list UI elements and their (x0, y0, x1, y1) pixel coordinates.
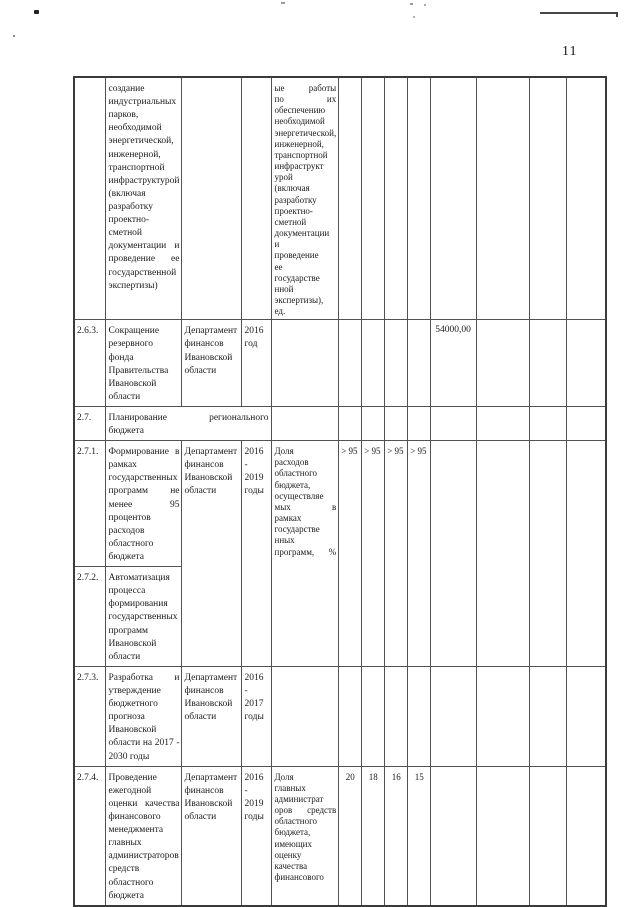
empty-cell (338, 319, 363, 407)
period-cell: 2016 год (240, 319, 272, 407)
empty-cell (529, 665, 568, 767)
empty-cell (361, 665, 386, 767)
page-number: 11 (562, 44, 578, 59)
measures-table: создание индустриальных парков, необходи… (73, 76, 607, 907)
value-2018-cell: 16 (384, 765, 409, 907)
activity-cell: Сокращение резервного фонда Правительств… (104, 319, 182, 407)
row-number-cell: 2.7.3. (73, 665, 106, 767)
amount-cell: 54000,00 (430, 319, 478, 407)
row-number-cell (73, 76, 106, 321)
table-row-2-7: 2.7. Планирование регионального бюджета (73, 405, 607, 442)
scan-speck (13, 35, 15, 37)
empty-cell (384, 665, 409, 767)
empty-cell (338, 76, 363, 321)
empty-cell (529, 76, 568, 321)
value-2019-cell: > 95 (407, 440, 432, 667)
empty-cell (407, 405, 432, 442)
value-2017-cell: 18 (361, 765, 386, 907)
table-row-2-7-3: 2.7.3. Разработка и утверждение бюджетно… (73, 665, 607, 767)
table-row-2-6-3: 2.6.3. Сокращение резервного фонда Прави… (73, 319, 607, 407)
row-number-cell: 2.6.3. (73, 319, 106, 407)
empty-cell (566, 319, 607, 407)
empty-cell (240, 76, 272, 321)
scan-line-artifact (616, 12, 618, 17)
empty-cell (407, 665, 432, 767)
empty-cell (407, 319, 432, 407)
empty-cell (529, 319, 568, 407)
empty-cell (566, 405, 607, 442)
table-row-2-7-2: 2.7.2. Автоматизация процесса формирован… (73, 566, 606, 667)
section-title-cell: Планирование регионального бюджета (104, 405, 272, 442)
row-number-cell: 2.7.1. (73, 440, 106, 568)
table-row-2-7-4: 2.7.4. Проведение ежегодной оценки качес… (73, 765, 607, 907)
empty-cell (566, 765, 607, 907)
row-number-cell: 2.7. (73, 405, 106, 442)
empty-cell (361, 319, 386, 407)
period-cell: 2016 - 2019 годы (240, 440, 272, 667)
scan-speck (34, 10, 39, 14)
activity-cell: Проведение ежегодной оценки качества фин… (104, 765, 182, 907)
empty-cell (430, 665, 478, 767)
empty-cell (566, 76, 607, 321)
empty-cell (180, 76, 242, 321)
indicator-cell: Доля главных администрат оров средств об… (270, 765, 340, 907)
empty-cell (430, 765, 478, 907)
activity-cell: Автоматизация процесса формирования госу… (104, 566, 182, 667)
empty-cell (430, 440, 478, 667)
empty-cell (384, 405, 409, 442)
scan-speck (413, 16, 415, 18)
empty-cell (476, 76, 531, 321)
scan-speck (281, 2, 285, 4)
empty-cell (270, 665, 340, 767)
activity-cell: создание индустриальных парков, необходи… (104, 76, 182, 321)
empty-cell (476, 440, 531, 667)
executor-cell: Департамент финансов Ивановской области (180, 665, 242, 767)
empty-cell (430, 76, 478, 321)
activity-cell: Формирование в рамках государственных пр… (104, 440, 182, 568)
value-2016-cell: 20 (338, 765, 363, 907)
indicator-cell: Доля расходов областного бюджета, осущес… (270, 440, 340, 667)
row-number-cell: 2.7.2. (73, 566, 106, 667)
empty-cell (529, 765, 568, 907)
table-row-continuation: создание индустриальных парков, необходи… (73, 76, 607, 321)
executor-cell: Департамент финансов Ивановской области (180, 319, 242, 407)
empty-cell (384, 319, 409, 407)
activity-cell: Разработка и утверждение бюджетного прог… (104, 665, 182, 767)
empty-cell (407, 76, 432, 321)
empty-cell (430, 405, 478, 442)
period-cell: 2016 - 2017 годы (240, 665, 272, 767)
value-2016-cell: > 95 (338, 440, 363, 667)
empty-cell (566, 440, 607, 667)
empty-cell (270, 319, 340, 407)
empty-cell (476, 765, 531, 907)
empty-cell (476, 319, 531, 407)
empty-cell (338, 405, 363, 442)
empty-cell (270, 405, 340, 442)
empty-cell (529, 405, 568, 442)
indicator-cell: ые работы по их обеспечению необходимой … (270, 76, 340, 321)
table-row-2-7-1: 2.7.1. Формирование в рамках государстве… (73, 440, 607, 667)
empty-cell (529, 440, 568, 667)
empty-cell (361, 76, 386, 321)
value-2019-cell: 15 (407, 765, 432, 907)
executor-cell: Департамент финансов Ивановской области (180, 765, 242, 907)
empty-cell (566, 665, 607, 767)
executor-cell: Департамент финансов Ивановской области (180, 440, 242, 667)
scan-line-artifact (540, 12, 618, 14)
value-2018-cell: > 95 (384, 440, 409, 667)
scan-speck (424, 4, 426, 6)
empty-cell (476, 665, 531, 767)
scan-speck (410, 3, 413, 5)
empty-cell (338, 665, 363, 767)
empty-cell (384, 76, 409, 321)
empty-cell (476, 405, 531, 442)
period-cell: 2016 - 2019 годы (240, 765, 272, 907)
value-2017-cell: > 95 (361, 440, 386, 667)
row-number-cell: 2.7.4. (73, 765, 106, 907)
empty-cell (361, 405, 386, 442)
